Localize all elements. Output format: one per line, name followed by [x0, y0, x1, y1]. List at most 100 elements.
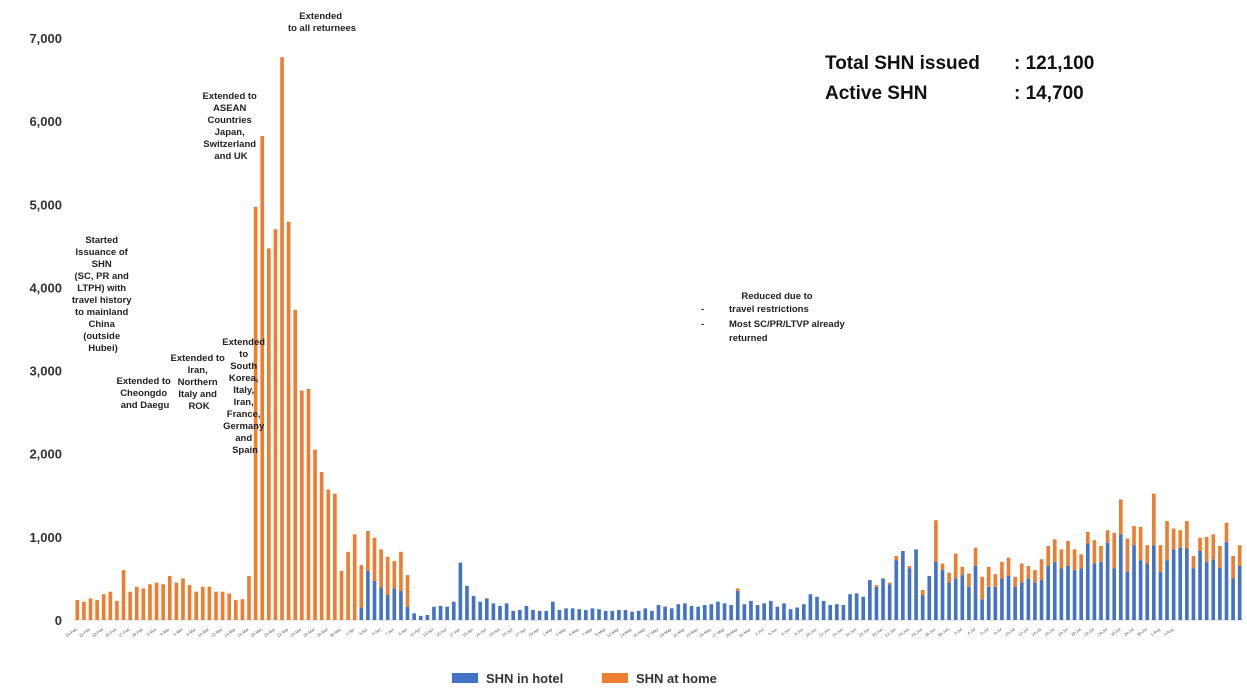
annotation-line: Italy and — [178, 389, 217, 400]
bar-shn-at-home — [1165, 521, 1169, 561]
bar-shn-at-home — [240, 599, 245, 620]
bar-shn-at-home — [735, 588, 740, 591]
bar-shn-at-home — [286, 221, 291, 620]
bar-shn-in-hotel — [663, 606, 667, 620]
bar-shn-in-hotel — [821, 600, 826, 620]
annotation-line: France, — [227, 409, 261, 420]
bar-shn-in-hotel — [478, 601, 482, 620]
bar-shn-in-hotel — [986, 586, 991, 620]
x-tick-label: 22-Mar — [276, 626, 290, 638]
x-tick-label: 6-Mar — [172, 626, 184, 636]
y-tick-label: 2,000 — [29, 447, 62, 462]
bar-shn-in-hotel — [537, 610, 542, 620]
x-tick-label: 8-Jun — [793, 627, 804, 637]
bar-shn-in-hotel — [1033, 582, 1037, 620]
bar-shn-in-hotel — [788, 609, 793, 620]
bar-shn-at-home — [874, 585, 879, 587]
bar-shn-in-hotel — [914, 549, 918, 620]
y-tick-label: 1,000 — [29, 530, 62, 545]
bar-shn-at-home — [134, 586, 139, 620]
svg-text:Extended to Cheongdo: Extended to Cheongdo and Daegu — [116, 376, 173, 411]
x-tick-label: 1-May — [541, 627, 553, 637]
bar-shn-at-home — [1099, 546, 1103, 562]
bar-shn-in-hotel — [418, 615, 423, 620]
annotation-all-returnees: Extended to all returnees — [288, 11, 356, 34]
bar-shn-in-hotel — [1138, 560, 1143, 620]
bar-shn-in-hotel — [669, 608, 674, 620]
bar-shn-in-hotel — [901, 550, 905, 620]
bar-shn-in-hotel — [716, 601, 720, 620]
x-tick-label: 15-Apr — [435, 626, 448, 637]
bar-shn-in-hotel — [1105, 542, 1110, 620]
x-tick-label: 19-May — [658, 627, 672, 639]
bar-shn-at-home — [973, 547, 978, 566]
bar-shn-at-home — [1237, 545, 1242, 566]
bar-shn-in-hotel — [1231, 578, 1235, 620]
bar-shn-at-home — [333, 493, 337, 620]
annotation-line: Extended to — [170, 353, 225, 364]
annotation-line: Iran, — [234, 397, 254, 408]
bar-shn-in-hotel — [920, 595, 925, 620]
bar-shn-in-hotel — [993, 586, 998, 620]
bar-shn-in-hotel — [729, 605, 733, 620]
bar-shn-in-hotel — [881, 578, 885, 620]
bar-shn-at-home — [161, 584, 165, 620]
annotation-line: to — [239, 349, 248, 360]
annotation-line: Cheongdo — [120, 388, 167, 399]
bar-shn-in-hotel — [1158, 571, 1163, 620]
x-tick-label: 26-Jun — [910, 627, 923, 638]
y-tick-label: 5,000 — [29, 197, 62, 212]
x-axis-labels: 19-Feb 21-Feb 23-Feb 25-Feb 27-Feb 29-Feb 2-Ma… — [65, 626, 1175, 638]
bar-shn-at-home — [960, 566, 965, 576]
bar-shn-in-hotel — [815, 596, 819, 620]
bar-shn-in-hotel — [425, 615, 430, 620]
bar-shn-at-home — [167, 575, 172, 620]
bar-shn-at-home — [372, 537, 377, 581]
bar-shn-in-hotel — [557, 610, 562, 620]
bar-shn-in-hotel — [399, 590, 403, 620]
bar-shn-in-hotel — [689, 605, 694, 620]
bar-shn-in-hotel — [577, 609, 582, 620]
bar-shn-at-home — [1198, 537, 1202, 551]
bar-shn-at-home — [233, 600, 238, 620]
bar-shn-in-hotel — [874, 586, 879, 620]
legend-label-hotel: SHN in hotel — [486, 671, 563, 686]
bar-shn-in-hotel — [597, 609, 601, 620]
bar-shn-at-home — [1072, 549, 1077, 571]
x-tick-label: 30-Jun — [937, 627, 950, 638]
bar-shn-at-home — [194, 591, 198, 620]
bar-shn-at-home — [88, 598, 93, 620]
bar-shn-in-hotel — [544, 610, 549, 620]
bar-shn-in-hotel — [432, 606, 436, 620]
annotation-line: ROK — [188, 401, 209, 412]
bar-shn-at-home — [980, 576, 984, 600]
annotation-iran-italy-rok: Extended to Iran, Northern Italy and ROK — [170, 353, 225, 412]
annotation-line: travel history — [72, 295, 132, 306]
bar-shn-in-hotel — [947, 582, 951, 620]
annotation-line: (SC, PR and — [74, 271, 129, 282]
x-tick-label: 23-Apr — [488, 626, 501, 637]
x-tick-label: 7-May — [581, 627, 593, 637]
bar-shn-at-home — [1013, 576, 1017, 587]
bar-shn-at-home — [934, 520, 938, 562]
bar-shn-in-hotel — [1085, 543, 1090, 620]
bar-shn-at-home — [121, 570, 126, 620]
bar-shn-at-home — [1231, 555, 1235, 579]
annotation-line: to all returnees — [288, 23, 356, 34]
x-tick-label: 24-Mar — [289, 626, 303, 638]
annotation-line: Most SC/PR/LTVP already — [729, 319, 846, 330]
bar-shn-at-home — [359, 565, 364, 608]
bar-shn-at-home — [1178, 530, 1183, 548]
bar-shn-at-home — [313, 449, 317, 620]
bar-shn-in-hotel — [861, 596, 866, 620]
x-tick-label: 6-Jul — [979, 627, 989, 636]
x-tick-label: 4-Jul — [966, 627, 976, 636]
x-tick-label: 22-Jul — [1083, 627, 1095, 637]
stats-box: Total SHN issued : 121,100 Active SHN : … — [825, 53, 1094, 104]
annotation-europe-korea: Extended to South Korea, Italy, Iran, Fr… — [222, 337, 265, 456]
y-tick-label: 4,000 — [29, 280, 62, 295]
x-tick-label: 24-Jun — [897, 627, 910, 638]
annotation-line: Extended to — [116, 376, 171, 387]
x-tick-label: 18-Mar — [250, 626, 264, 638]
bar-shn-at-home — [187, 585, 192, 620]
